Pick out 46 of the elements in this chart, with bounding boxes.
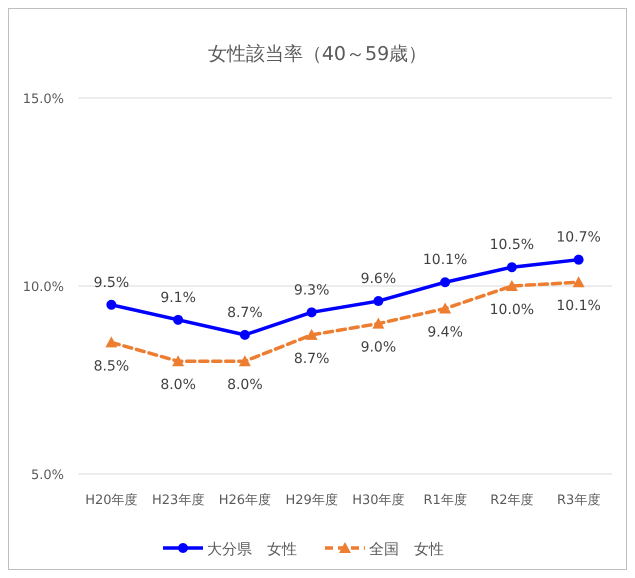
x-tick-label: R2年度 <box>490 492 534 508</box>
data-label: 10.1% <box>422 252 468 268</box>
point <box>506 262 517 272</box>
x-tick-label: H30年度 <box>352 492 405 508</box>
data-label: 8.5% <box>94 358 130 374</box>
point <box>372 318 384 329</box>
data-label: 10.5% <box>490 237 534 254</box>
data-label: 9.5% <box>94 274 130 291</box>
data-label: 10.7% <box>556 230 601 246</box>
x-tick-label: H20年度 <box>85 492 138 508</box>
x-tick-label: R3年度 <box>556 492 600 508</box>
legend-label: 大分県 女性 <box>207 540 297 558</box>
point <box>373 296 384 306</box>
data-label: 8.7% <box>227 304 263 321</box>
y-tick-label: 15.0% <box>22 92 64 107</box>
data-label: 9.0% <box>360 340 396 356</box>
data-label: 9.6% <box>360 271 396 288</box>
point <box>506 280 518 291</box>
data-label: 10.0% <box>490 302 534 318</box>
chart-title: 女性該当率（40～59歳） <box>208 43 428 65</box>
point <box>306 328 318 340</box>
data-label: 10.1% <box>556 298 601 314</box>
data-label: 8.7% <box>294 350 330 367</box>
y-tick-label: 10.0% <box>22 280 64 295</box>
point <box>173 314 184 325</box>
data-label: 9.3% <box>294 282 330 298</box>
point <box>106 300 116 310</box>
legend-label: 全国 女性 <box>369 540 444 558</box>
data-label: 9.1% <box>160 290 196 306</box>
point <box>574 254 584 265</box>
x-tick-label: R1年度 <box>423 492 467 508</box>
y-tick-label: 5.0% <box>30 468 64 483</box>
point <box>172 355 184 366</box>
point <box>105 336 118 348</box>
point <box>240 330 250 340</box>
x-tick-label: H23年度 <box>152 492 204 508</box>
point <box>572 276 585 288</box>
point <box>238 355 251 366</box>
x-tick-label: H26年度 <box>218 492 272 508</box>
data-label: 9.4% <box>427 324 463 341</box>
x-tick-label: H29年度 <box>285 492 338 508</box>
data-label: 8.0% <box>160 377 196 394</box>
data-label: 8.0% <box>227 377 263 394</box>
point <box>306 307 317 318</box>
point <box>439 302 452 314</box>
point <box>440 277 450 288</box>
